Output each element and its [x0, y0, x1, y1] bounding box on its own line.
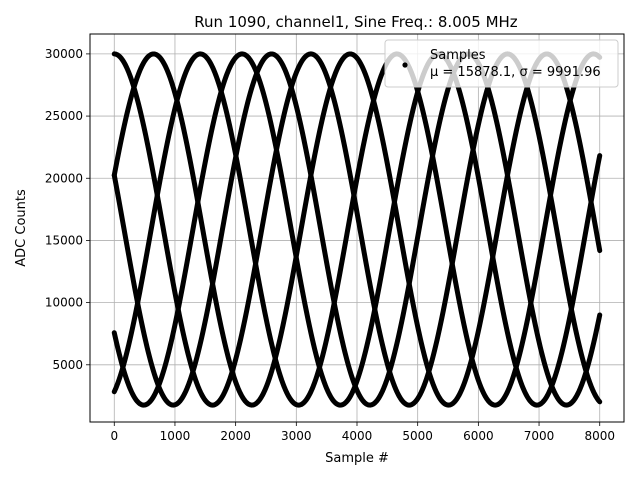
- x-tick-label: 0: [110, 429, 118, 443]
- sample-curves: [111, 51, 603, 408]
- legend: Samples μ = 15878.1, σ = 9991.96: [384, 39, 619, 88]
- x-tick-label: 7000: [524, 429, 555, 443]
- y-tick-label: 5000: [52, 358, 83, 372]
- legend-series-name: Samples: [430, 48, 486, 63]
- sample-trace: [111, 51, 603, 408]
- sample-trace: [111, 51, 603, 408]
- x-tick-label: 4000: [342, 429, 373, 443]
- legend-marker: [402, 62, 408, 68]
- legend-stats: μ = 15878.1, σ = 9991.96: [430, 65, 601, 80]
- y-tick-label: 10000: [45, 296, 83, 310]
- x-tick-label: 1000: [160, 429, 191, 443]
- sample-trace: [111, 51, 603, 408]
- x-tick-label: 2000: [220, 429, 251, 443]
- y-tick-label: 25000: [45, 109, 83, 123]
- x-axis-label: Sample #: [325, 451, 389, 466]
- y-axis-label: ADC Counts: [14, 189, 29, 267]
- x-tick-label: 3000: [281, 429, 312, 443]
- legend-box: [384, 39, 619, 88]
- y-tick-label: 20000: [45, 171, 83, 185]
- sample-trace: [111, 51, 603, 408]
- y-axis: 5000 10000 15000 20000 25000 30000: [45, 47, 90, 372]
- y-tick-label: 30000: [45, 47, 83, 61]
- x-tick-label: 6000: [463, 429, 494, 443]
- x-axis: 0 1000 2000 3000 4000 5000 6000 7000 8000: [110, 422, 615, 443]
- x-tick-label: 8000: [584, 429, 615, 443]
- x-tick-label: 5000: [402, 429, 433, 443]
- chart-title: Run 1090, channel1, Sine Freq.: 8.005 MH…: [194, 13, 518, 31]
- series-samples: [111, 51, 603, 408]
- y-tick-label: 15000: [45, 233, 83, 247]
